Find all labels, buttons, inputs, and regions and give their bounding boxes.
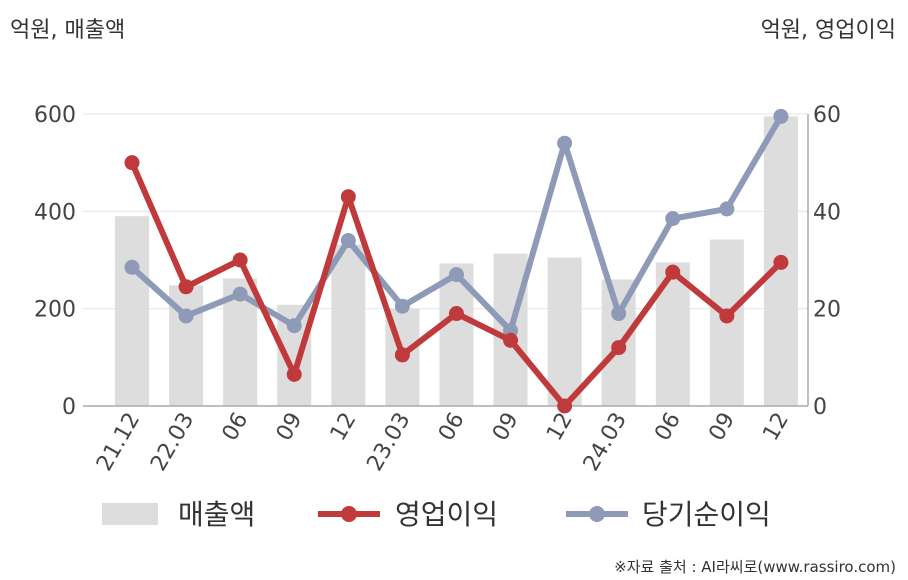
legend-label: 매출액 — [178, 498, 255, 531]
series-point — [448, 306, 464, 322]
x-tick-label: 12 — [326, 409, 362, 446]
legend-label: 당기순이익 — [642, 498, 771, 531]
x-tick-label: 22.03 — [146, 409, 199, 476]
x-tick-label: 12 — [542, 409, 578, 446]
x-axis-ticks: 21.12 22.03 06 09 12 23.03 06 09 12 24.03 06 09 12 — [92, 409, 794, 476]
x-tick-label: 23.03 — [362, 409, 415, 476]
series-point — [773, 254, 789, 270]
series-point — [557, 398, 573, 414]
right-tick-label: 20 — [813, 298, 841, 323]
series-point — [448, 267, 464, 283]
series-point — [503, 332, 519, 348]
series-point — [719, 201, 735, 217]
series-point — [773, 108, 789, 124]
x-tick-label: 06 — [434, 409, 470, 446]
legend-label: 영업이익 — [395, 498, 498, 531]
x-tick-label: 12 — [758, 409, 794, 446]
x-tick-label: 09 — [704, 409, 740, 446]
right-axis-ticks: 0 20 40 60 — [813, 103, 841, 420]
right-tick-label: 40 — [813, 200, 841, 225]
series-point — [286, 366, 302, 382]
series-point — [340, 233, 356, 249]
left-tick-label: 200 — [34, 298, 76, 323]
legend: 매출액 영업이익 당기순이익 — [102, 498, 771, 531]
x-tick-label: 24.03 — [579, 409, 632, 476]
series-point — [394, 347, 410, 363]
series-point — [340, 189, 356, 205]
left-tick-label: 0 — [62, 395, 76, 420]
x-tick-label: 06 — [218, 409, 254, 446]
series-point — [611, 306, 627, 322]
series-point — [124, 259, 140, 275]
bar — [331, 244, 366, 406]
right-tick-label: 0 — [813, 395, 827, 420]
legend-marker — [341, 506, 357, 522]
series-point — [665, 264, 681, 280]
series-point — [665, 211, 681, 227]
series-point — [557, 135, 573, 151]
legend-swatch — [102, 503, 158, 525]
series-point — [611, 340, 627, 356]
x-tick-label: 09 — [272, 409, 308, 446]
left-axis-unit-label: 억원, 매출액 — [10, 18, 125, 43]
series-point — [124, 155, 140, 171]
left-tick-label: 600 — [34, 103, 76, 128]
x-tick-label: 21.12 — [92, 409, 145, 476]
source-note: ※자료 출처 : AI라씨로(www.rassiro.com) — [614, 558, 896, 576]
series-point — [232, 286, 248, 302]
series-point — [286, 318, 302, 334]
series-point — [394, 298, 410, 314]
series-point — [178, 308, 194, 324]
series-point — [178, 279, 194, 295]
x-tick-label: 06 — [650, 409, 686, 446]
bar — [115, 216, 149, 406]
legend-marker — [589, 506, 605, 522]
bar-series — [115, 116, 798, 406]
bar — [547, 257, 582, 406]
left-axis-ticks: 0 200 400 600 — [34, 103, 76, 420]
left-tick-label: 400 — [34, 200, 76, 225]
series-point — [719, 308, 735, 324]
series-point — [232, 252, 248, 268]
right-tick-label: 60 — [813, 103, 841, 128]
x-tick-label: 09 — [488, 409, 524, 446]
line-series — [124, 108, 789, 414]
right-axis-unit-label: 억원, 영업이익 — [761, 18, 896, 43]
